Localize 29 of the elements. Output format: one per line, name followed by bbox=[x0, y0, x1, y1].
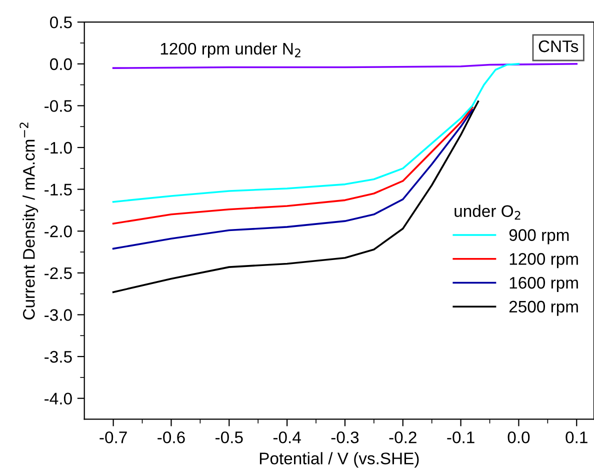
x-tick-label: -0.6 bbox=[158, 431, 185, 444]
line-series bbox=[112, 62, 520, 203]
x-tick-label: -0.5 bbox=[216, 431, 243, 444]
y-tick-label: -2.0 bbox=[44, 226, 72, 238]
y-tick-label: -1.0 bbox=[44, 142, 72, 154]
y-tick-label: 0.5 bbox=[50, 16, 72, 28]
legend-label: 1200 rpm bbox=[510, 253, 578, 268]
series-label: 1200 rpm under N$_{2}$ bbox=[160, 42, 300, 58]
y-tick-label: -4.0 bbox=[44, 392, 72, 405]
x-axis-title: Potential / V (vs.SHE) bbox=[260, 452, 419, 468]
legend-label: 1600 rpm bbox=[510, 276, 578, 292]
x-tick-label: -0.7 bbox=[100, 431, 127, 444]
y-tick-label: -3.5 bbox=[44, 350, 72, 363]
legend-label: 2500 rpm bbox=[509, 300, 578, 316]
y-tick-label: 0.0 bbox=[50, 58, 72, 70]
y-tick-label: -3.0 bbox=[44, 309, 72, 321]
annotation: CNTs bbox=[538, 40, 578, 52]
x-tick-label: -0.1 bbox=[447, 431, 474, 444]
x-tick-label: -0.4 bbox=[273, 431, 301, 444]
x-tick-label: -0.2 bbox=[389, 431, 416, 444]
x-tick-label: 0.0 bbox=[508, 431, 530, 444]
y-tick-label: -1.5 bbox=[44, 184, 72, 196]
y-tick-label: -2.5 bbox=[44, 267, 72, 280]
y-axis-title: Current Density / mA.cm$^{−2}$ bbox=[20, 122, 38, 320]
legend-title: under O$_{2}$ bbox=[454, 204, 520, 220]
x-tick-label: 0.1 bbox=[566, 431, 588, 444]
x-tick-label: -0.3 bbox=[331, 431, 359, 444]
y-tick-label: -0.5 bbox=[44, 100, 72, 112]
legend-label: 900 rpm bbox=[509, 229, 569, 244]
